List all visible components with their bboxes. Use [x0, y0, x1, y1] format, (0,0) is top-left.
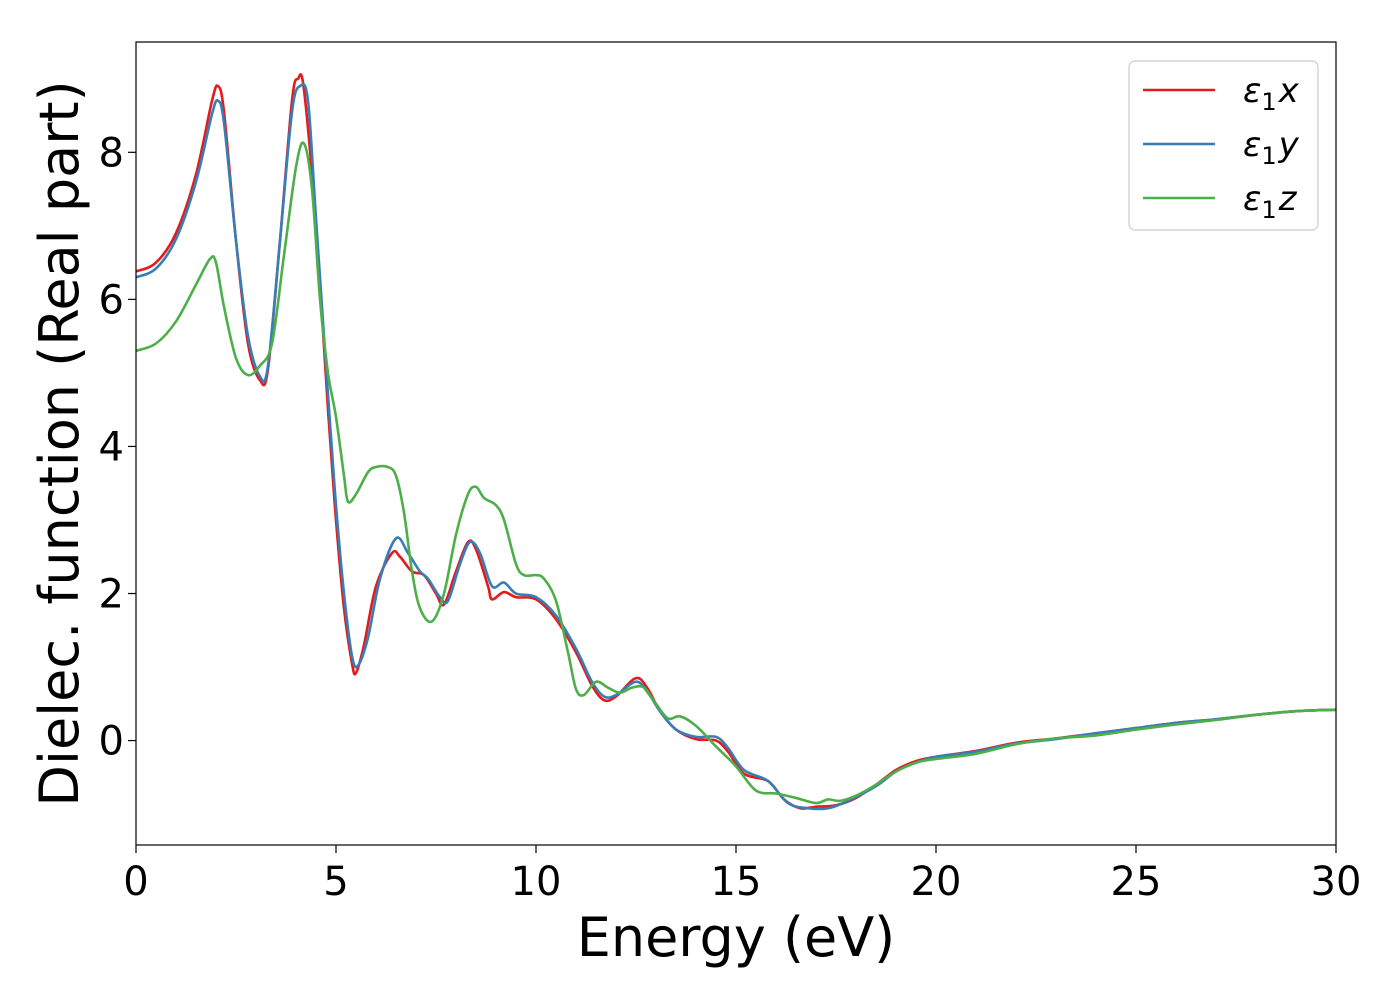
legend-label-z: ε1z [1243, 179, 1298, 224]
x-tick-label: 5 [323, 859, 348, 905]
y-tick-label: 8 [99, 130, 124, 176]
axes-layer: 0 5 10 15 20 25 30 0 2 4 6 8 Energy (eV) Dielec. func… [28, 41, 1362, 969]
y-axis-label: Dielec. function (Real part) [28, 80, 91, 806]
legend-label-y: ε1y [1243, 125, 1300, 170]
x-tick-label: 0 [123, 859, 148, 905]
x-axis-label: Energy (eV) [577, 906, 896, 969]
legend-label-x: ε1x [1243, 71, 1300, 116]
y-tick-label: 4 [99, 424, 124, 470]
y-tick-label: 6 [99, 277, 124, 323]
x-tick-label: 20 [911, 859, 962, 905]
y-tick-label: 2 [99, 572, 124, 618]
series-line-z [136, 141, 1336, 805]
x-tick-label: 25 [1111, 859, 1162, 905]
legend-box [1128, 60, 1319, 231]
y-tick-label: 0 [99, 719, 124, 765]
plot-layer [136, 73, 1336, 811]
legend: ε1x ε1y ε1z [1128, 60, 1319, 231]
x-tick-label: 30 [1311, 859, 1362, 905]
x-tick-label: 15 [711, 859, 762, 905]
x-tick-label: 10 [511, 859, 562, 905]
